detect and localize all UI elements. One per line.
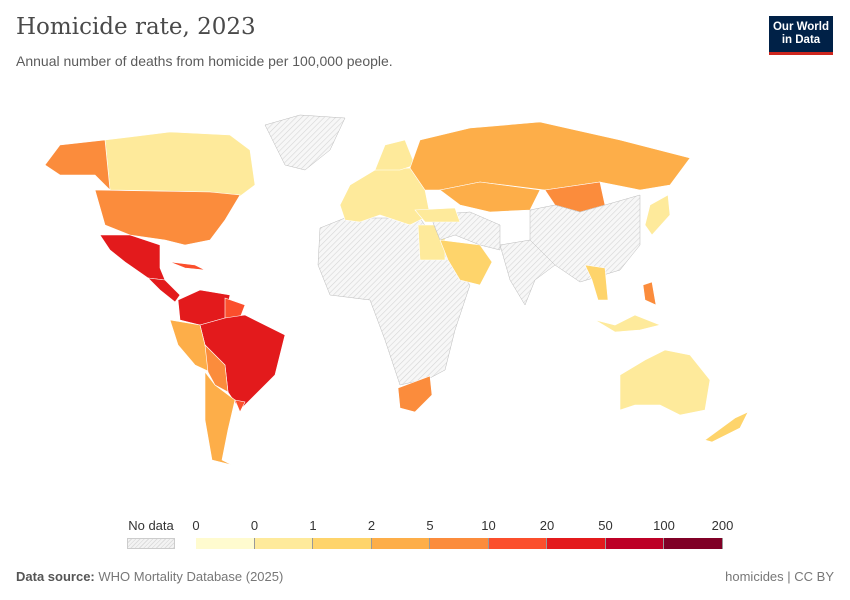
country-australia[interactable] [619,349,711,416]
legend-tick-label: 100 [653,518,675,533]
country-saudi-arabia[interactable] [439,239,493,286]
legend-bin[interactable] [196,538,255,549]
data-source: Data source: WHO Mortality Database (202… [16,569,283,584]
legend-tick-label: 50 [598,518,613,533]
legend-bin[interactable] [664,538,723,549]
country-scandinavia[interactable] [374,139,416,171]
country-bolivia-paraguay[interactable] [204,344,229,393]
legend-bin[interactable] [605,538,664,549]
country-new-zealand[interactable] [704,411,749,443]
data-source-label: Data source: [16,569,95,584]
legend-tick-label: 200 [711,518,734,533]
country-usa[interactable] [94,189,241,246]
logo-line-1: Our World [772,21,829,33]
legend-no-data-label: No data [128,518,174,533]
legend-tick-label: 0 [192,518,200,533]
license[interactable]: homicides | CC BY [725,569,834,584]
country-japan[interactable] [644,194,671,236]
country-central-america[interactable] [147,277,181,303]
country-turkey[interactable] [414,207,461,223]
legend-tick-label: 1 [309,518,317,533]
country-canada[interactable] [104,131,256,201]
country-south-africa[interactable] [397,375,433,413]
data-source-link[interactable]: WHO Mortality Database (2025) [98,569,284,584]
legend-bin[interactable] [254,538,313,549]
country-uruguay[interactable] [234,399,246,413]
legend-no-data-swatch [127,538,175,549]
color-legend: No data 0 0 1 2 5 10 20 50 100 200 [0,518,850,558]
legend-bin[interactable] [488,538,547,549]
country-mexico[interactable] [99,234,166,281]
country-india[interactable] [499,239,556,306]
owid-logo[interactable]: Our World in Data [769,16,833,55]
legend-tick-label: 20 [539,518,555,533]
country-alaska[interactable] [44,139,111,191]
country-cuba[interactable] [169,261,206,271]
legend-tick-label: 5 [426,518,434,533]
world-map[interactable] [0,100,850,480]
legend-bin[interactable] [313,538,372,549]
logo-line-2: in Data [781,34,821,46]
country-guyana[interactable] [224,297,246,319]
legend-bin[interactable] [547,538,606,549]
country-philippines[interactable] [642,281,657,306]
country-indonesia[interactable] [594,314,661,333]
legend-bin[interactable] [430,538,489,549]
legend-tick-label: 2 [367,518,376,533]
chart-subtitle: Annual number of deaths from homicide pe… [16,53,393,69]
country-argentina-chile[interactable] [204,371,236,466]
chart-title: Homicide rate, 2023 [16,14,256,40]
country-russia[interactable] [409,121,691,191]
legend-bin[interactable] [371,538,430,549]
country-greenland[interactable] [264,114,346,171]
country-thailand[interactable] [584,264,609,301]
legend-tick-label: 0 [250,518,259,533]
legend-tick-label: 10 [481,518,496,533]
